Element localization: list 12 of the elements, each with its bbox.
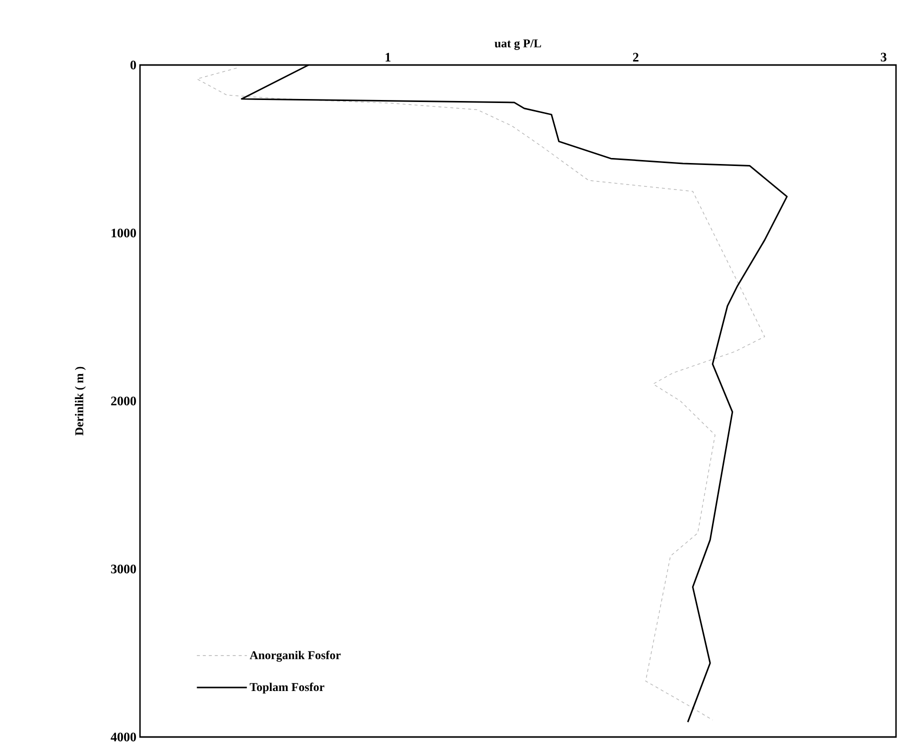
y-tick-label: 1000 [112, 228, 136, 238]
y-tick-label: 3000 [111, 564, 136, 574]
y-tick-label: 0 [130, 60, 136, 70]
x-axis-title: uat g P/L [494, 39, 542, 50]
legend-label: Anorganik Fosfor [250, 650, 341, 662]
x-tick-label: 2 [633, 52, 638, 62]
y-tick-label: 2000 [111, 396, 136, 406]
y-tick-label: 4000 [110, 732, 136, 742]
x-tick-label: 3 [880, 52, 886, 62]
y-axis-title: Derinlik ( m ) [74, 366, 86, 436]
x-tick-label: 1 [386, 52, 390, 62]
legend-label: Toplam Fosfor [250, 682, 324, 694]
